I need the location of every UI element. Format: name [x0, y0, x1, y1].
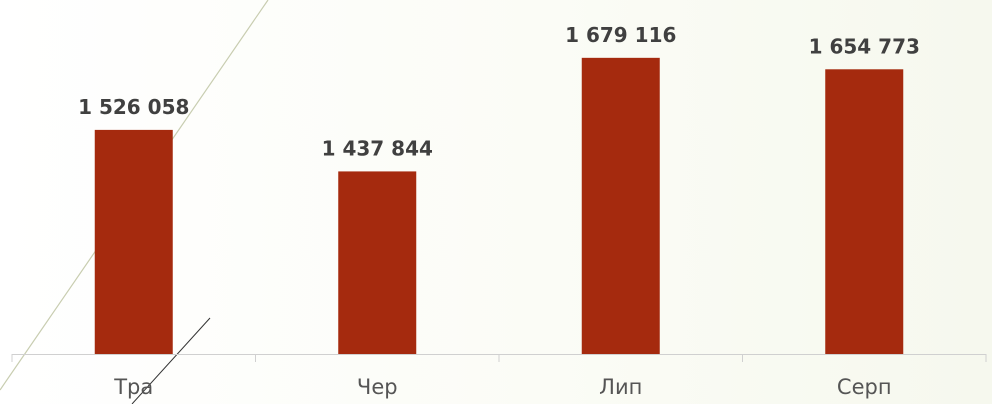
category-label-3: Лип [599, 375, 642, 399]
bar-3 [581, 57, 660, 354]
category-label-2: Чер [357, 375, 398, 399]
category-label-1: Тра [113, 375, 153, 399]
bar-4 [825, 69, 904, 355]
category-label-4: Серп [837, 375, 892, 399]
data-label-2: 1 437 844 [322, 136, 433, 160]
bar-2 [338, 171, 417, 354]
category-labels: Тра Чер Лип Серп [113, 375, 891, 399]
x-axis-ticks [11, 354, 987, 362]
bar-1 [94, 129, 173, 354]
decorative-accent-line [131, 317, 211, 404]
bars [94, 57, 904, 355]
data-labels: 1 526 058 1 437 844 1 679 116 1 654 773 [78, 23, 920, 161]
data-label-4: 1 654 773 [809, 34, 920, 58]
data-label-3: 1 679 116 [565, 23, 676, 47]
data-label-1: 1 526 058 [78, 95, 189, 119]
